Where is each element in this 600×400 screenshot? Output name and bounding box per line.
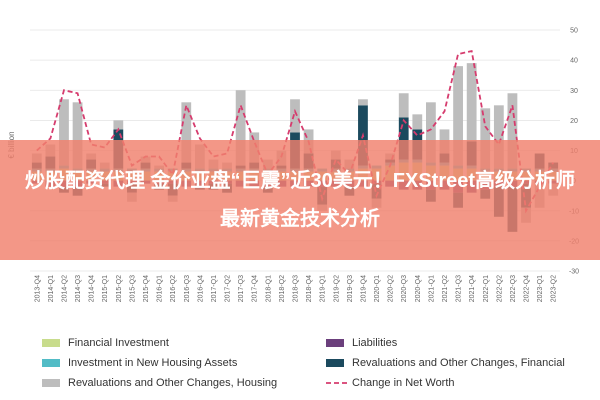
legend-swatch <box>42 359 60 367</box>
x-tick-label: 2021-Q1 <box>428 275 435 302</box>
x-tick-label: 2016-Q2 <box>170 275 177 302</box>
bar-segment <box>290 99 300 133</box>
x-tick-label: 2022-Q1 <box>483 275 490 302</box>
bar-segment <box>358 99 368 106</box>
y-tick-label: 50 <box>570 28 578 35</box>
y-tick-label: 40 <box>570 58 578 65</box>
banner: 炒股配资代理 金价亚盘“巨震”近30美元！FXStreet高级分析师最新黄金技术… <box>0 140 600 260</box>
x-tick-label: 2017-Q4 <box>252 275 259 302</box>
legend-swatch <box>42 379 60 387</box>
x-tick-label: 2022-Q2 <box>496 275 503 302</box>
bar-segment <box>72 102 83 169</box>
bar-segment <box>235 90 246 166</box>
x-tick-label: 2014-Q3 <box>75 275 82 302</box>
x-tick-label: 2020-Q3 <box>401 275 408 302</box>
x-tick-label: 2018-Q3 <box>293 275 300 302</box>
x-tick-label: 2016-Q3 <box>184 275 191 302</box>
x-tick-label: 2021-Q4 <box>469 275 476 302</box>
x-tick-label: 2017-Q3 <box>238 275 245 302</box>
x-tick-label: 2021-Q2 <box>442 275 449 302</box>
bar-segment <box>507 93 518 169</box>
x-tick-label: 2020-Q1 <box>374 275 381 302</box>
x-tick-label: 2022-Q4 <box>524 275 531 302</box>
bar-segment <box>181 102 192 163</box>
legend-label: Investment in New Housing Assets <box>68 357 238 369</box>
bar-segment <box>113 120 124 130</box>
x-tick-label: 2014-Q4 <box>89 275 96 302</box>
x-tick-label: 2017-Q1 <box>211 275 218 302</box>
x-tick-label: 2023-Q1 <box>537 275 544 302</box>
x-tick-label: 2022-Q3 <box>510 275 517 302</box>
x-tick-label: 2020-Q2 <box>388 275 395 302</box>
bar-segment <box>426 102 436 163</box>
legend-label: Financial Investment <box>68 337 169 349</box>
bar-segment <box>453 66 463 166</box>
bar-segment <box>480 108 491 169</box>
x-tick-label: 2019-Q4 <box>360 275 367 302</box>
x-tick-label: 2016-Q1 <box>157 275 164 302</box>
x-tick-label: 2015-Q2 <box>116 275 123 302</box>
bar-segment <box>466 63 477 142</box>
x-tick-label: 2014-Q2 <box>61 275 68 302</box>
x-tick-label: 2021-Q3 <box>456 275 463 302</box>
bar-segment <box>412 114 423 130</box>
x-tick-label: 2016-Q4 <box>197 275 204 302</box>
x-tick-label: 2017-Q2 <box>225 275 232 302</box>
x-tick-label: 2020-Q4 <box>415 275 422 302</box>
banner-text: 炒股配资代理 金价亚盘“巨震”近30美元！FXStreet高级分析师最新黄金技术… <box>24 170 576 230</box>
bar-segment <box>398 93 409 118</box>
x-tick-label: 2015-Q1 <box>102 275 109 302</box>
x-tick-label: 2013-Q4 <box>34 275 41 302</box>
bar-segment <box>493 105 504 169</box>
x-tick-label: 2023-Q2 <box>551 275 558 302</box>
legend-label: Change in Net Worth <box>352 377 455 389</box>
x-tick-label: 2015-Q3 <box>129 275 136 302</box>
bar-segment <box>59 99 69 166</box>
legend-swatch <box>42 339 60 347</box>
y-tick-label: 30 <box>570 88 578 95</box>
x-tick-label: 2014-Q1 <box>48 275 55 302</box>
x-tick-label: 2019-Q2 <box>333 275 340 302</box>
y-tick-label: -30 <box>569 269 579 276</box>
legend-swatch <box>326 339 344 347</box>
legend-label: Liabilities <box>352 337 398 349</box>
legend-swatch <box>326 359 344 367</box>
y-tick-label: 20 <box>570 118 578 125</box>
x-tick-label: 2019-Q3 <box>347 275 354 302</box>
x-tick-label: 2015-Q4 <box>143 275 150 302</box>
bar-segment <box>398 117 409 160</box>
legend-label: Revaluations and Other Changes, Financia… <box>352 357 565 369</box>
legend-label: Revaluations and Other Changes, Housing <box>68 377 277 389</box>
x-tick-label: 2019-Q1 <box>320 275 327 302</box>
x-tick-label: 2018-Q2 <box>279 275 286 302</box>
x-tick-label: 2018-Q4 <box>306 275 313 302</box>
x-tick-label: 2018-Q1 <box>265 275 272 302</box>
